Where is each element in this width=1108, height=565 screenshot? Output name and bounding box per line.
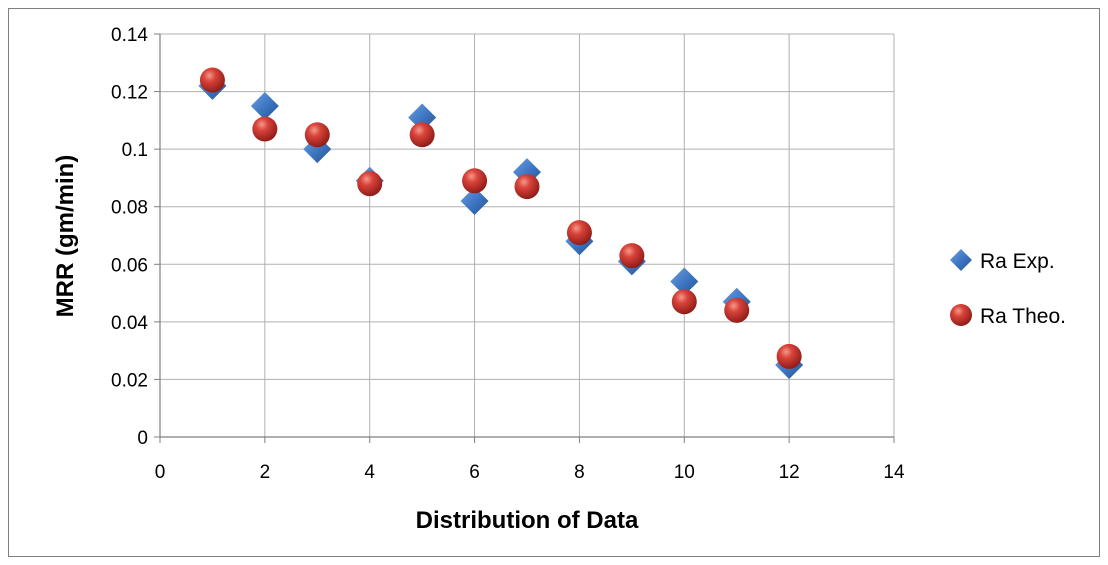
y-tick-label: 0.02 [111, 370, 148, 391]
x-tick-label: 14 [883, 462, 905, 483]
x-tick-labels: 0 2 4 6 8 10 12 14 [155, 462, 905, 483]
legend-label-ra-exp: Ra Exp. [980, 250, 1055, 273]
point-ra-exp [408, 103, 437, 132]
y-tick-label: 0.14 [111, 25, 148, 46]
x-tick-label: 6 [469, 462, 480, 483]
point-ra-exp [250, 91, 279, 120]
x-tick-label: 2 [260, 462, 271, 483]
x-tick-label: 10 [674, 462, 695, 483]
x-tick-label: 8 [574, 462, 585, 483]
legend-marker-ra-exp [950, 249, 972, 271]
point-ra-theo [462, 168, 488, 194]
point-ra-theo [671, 289, 697, 315]
point-ra-theo [357, 171, 383, 197]
point-ra-theo [252, 116, 278, 142]
y-tick-labels: 0 0.02 0.04 0.06 0.08 0.1 0.12 0.14 [111, 25, 148, 449]
legend: Ra Exp. Ra Theo. [950, 249, 1066, 328]
legend-marker-ra-theo [950, 304, 972, 326]
grid-lines [160, 33, 895, 437]
point-ra-theo [199, 67, 225, 93]
data-series [198, 67, 804, 380]
y-tick-label: 0.1 [122, 140, 148, 161]
y-tick-label: 0.06 [111, 255, 148, 276]
point-ra-theo [566, 220, 592, 246]
x-axis-title: Distribution of Data [416, 507, 639, 534]
point-ra-theo [409, 122, 435, 148]
point-ra-theo [724, 297, 750, 323]
y-tick-label: 0.04 [111, 313, 148, 334]
y-tick-label: 0.08 [111, 198, 148, 219]
chart-frame [8, 8, 1100, 557]
point-ra-exp [670, 267, 699, 296]
point-ra-theo [619, 243, 645, 269]
x-tick-label: 4 [364, 462, 375, 483]
y-tick-label: 0.12 [111, 83, 148, 104]
x-tick-label: 0 [155, 462, 166, 483]
x-tick-label: 12 [779, 462, 800, 483]
point-ra-theo [514, 174, 540, 200]
point-ra-exp [460, 186, 489, 215]
y-tick-label: 0 [137, 428, 148, 449]
axes [154, 33, 895, 443]
y-axis-title: MRR (gm/min) [52, 155, 79, 318]
legend-label-ra-theo: Ra Theo. [980, 305, 1066, 328]
point-ra-theo [304, 122, 330, 148]
point-ra-theo [776, 343, 802, 369]
